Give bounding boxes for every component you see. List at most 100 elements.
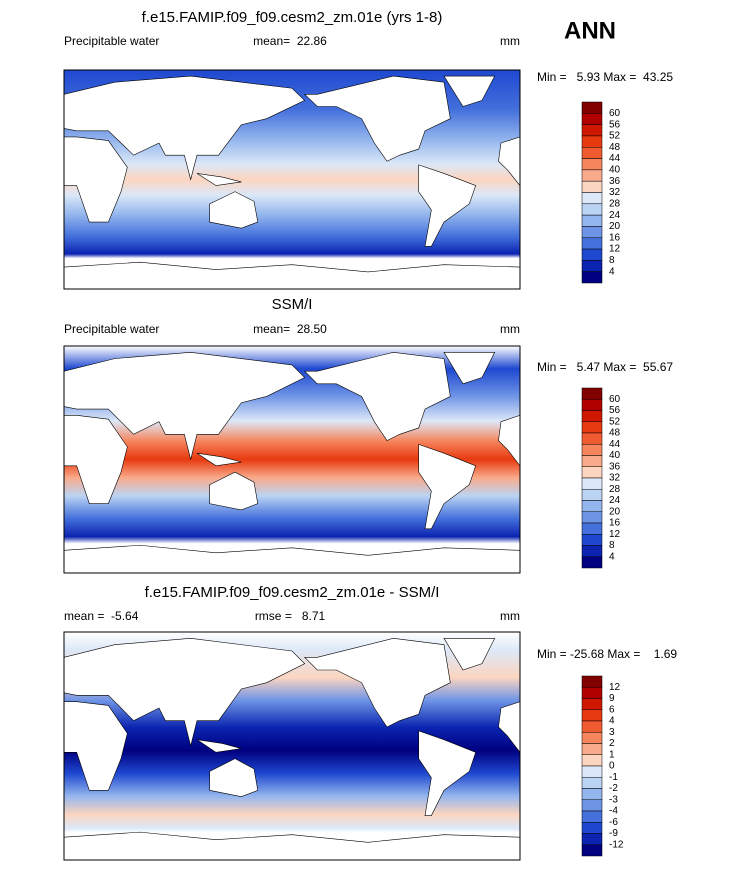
colorbar-label: 3	[609, 727, 615, 738]
colorbar-label: -12	[609, 839, 624, 850]
colorbar-box	[581, 399, 603, 411]
panel-title: f.e15.FAMIP.f09_f09.cesm2_zm.01e (yrs 1-…	[142, 9, 443, 26]
colorbar-label: 44	[609, 153, 621, 164]
colorbar-box	[581, 203, 603, 216]
map-frame	[63, 631, 521, 861]
center-label: rmse = 8.71	[255, 609, 326, 623]
colorbar-label: 8	[609, 255, 615, 266]
colorbar-label: -1	[609, 772, 618, 783]
colorbar-box	[581, 271, 603, 284]
colorbar-box	[581, 466, 603, 479]
colorbar-label: 36	[609, 176, 621, 187]
colorbar-box	[581, 675, 603, 688]
center-label: mean= 28.50	[253, 322, 327, 336]
colorbar-box	[581, 248, 603, 261]
panel-title: SSM/I	[272, 296, 313, 313]
colorbar-label: 24	[609, 495, 621, 506]
colorbar-box	[581, 260, 603, 272]
colorbar-box	[581, 455, 603, 467]
colorbar-label: 28	[609, 198, 621, 209]
colorbar-label: 1	[609, 749, 615, 760]
colorbar-label: 56	[609, 405, 621, 416]
colorbar-box	[581, 833, 603, 845]
colorbar-box	[581, 545, 603, 557]
range-label: Min = -25.68 Max = 1.69	[537, 647, 677, 661]
colorbar-label: 20	[609, 221, 621, 232]
left-label: Precipitable water	[64, 34, 159, 48]
colorbar-label: 52	[609, 131, 621, 142]
colorbar-label: 24	[609, 210, 621, 221]
colorbar-box	[581, 777, 603, 789]
map-frame	[63, 69, 521, 290]
colorbar-box	[581, 732, 603, 744]
colorbar-label: -9	[609, 828, 618, 839]
colorbar-box	[581, 556, 603, 569]
colorbar-box	[581, 237, 603, 250]
colorbar-label: 20	[609, 506, 621, 517]
colorbar-label: 44	[609, 439, 621, 450]
colorbar-label: 16	[609, 518, 621, 529]
colorbar-label: 8	[609, 540, 615, 551]
colorbar-box	[581, 489, 603, 501]
colorbar-box	[581, 765, 603, 778]
colorbar-label: -2	[609, 783, 618, 794]
colorbar-box	[581, 709, 603, 722]
colorbar-label: 9	[609, 693, 615, 704]
units-label: mm	[500, 322, 520, 336]
colorbar-box	[581, 500, 603, 512]
colorbar-label: -4	[609, 806, 618, 817]
colorbar-box	[581, 169, 603, 182]
left-label: mean = -5.64	[64, 609, 139, 623]
colorbar-label: 4	[609, 716, 615, 727]
colorbar-box	[581, 432, 603, 445]
colorbar-box	[581, 158, 603, 171]
colorbar-box	[581, 788, 603, 800]
colorbar-label: 32	[609, 187, 621, 198]
colorbar-box	[581, 698, 603, 710]
colorbar-box	[581, 226, 603, 238]
colorbar-box	[581, 192, 603, 205]
colorbar-box	[581, 124, 603, 137]
colorbar-label: 52	[609, 416, 621, 427]
colorbar-box	[581, 534, 603, 546]
colorbar-label: 40	[609, 165, 621, 176]
colorbar-label: 56	[609, 119, 621, 130]
colorbar-label: 32	[609, 473, 621, 484]
colorbar-label: 48	[609, 142, 621, 153]
colorbar-box	[581, 810, 603, 823]
colorbar-label: 4	[609, 551, 615, 562]
colorbar-box	[581, 147, 603, 159]
colorbar-label: -6	[609, 817, 618, 828]
colorbar-box	[581, 720, 603, 733]
colorbar-label: 6	[609, 704, 615, 715]
colorbar-label: 28	[609, 484, 621, 495]
colorbar-label: -3	[609, 794, 618, 805]
season-label: ANN	[564, 17, 616, 44]
colorbar-label: 0	[609, 761, 615, 772]
colorbar-label: 16	[609, 232, 621, 243]
colorbar-box	[581, 822, 603, 834]
colorbar-box	[581, 754, 603, 767]
colorbar-box	[581, 113, 603, 125]
panel-title: f.e15.FAMIP.f09_f09.cesm2_zm.01e - SSM/I	[145, 584, 440, 601]
colorbar-box	[581, 135, 603, 148]
colorbar-label: 48	[609, 428, 621, 439]
colorbar-label: 2	[609, 738, 615, 749]
colorbar-box	[581, 844, 603, 857]
colorbar-label: 36	[609, 461, 621, 472]
colorbar-box	[581, 522, 603, 535]
colorbar-box	[581, 444, 603, 456]
colorbar-box	[581, 180, 603, 193]
colorbar-label: 12	[609, 682, 621, 693]
range-label: Min = 5.93 Max = 43.25	[537, 70, 673, 84]
colorbar-label: 4	[609, 266, 615, 277]
colorbar-box	[581, 743, 603, 755]
left-label: Precipitable water	[64, 322, 159, 336]
colorbar-box	[581, 687, 603, 699]
colorbar-box	[581, 477, 603, 490]
colorbar-box	[581, 511, 603, 524]
center-label: mean= 22.86	[253, 34, 327, 48]
units-label: mm	[500, 34, 520, 48]
colorbar-box	[581, 214, 603, 227]
